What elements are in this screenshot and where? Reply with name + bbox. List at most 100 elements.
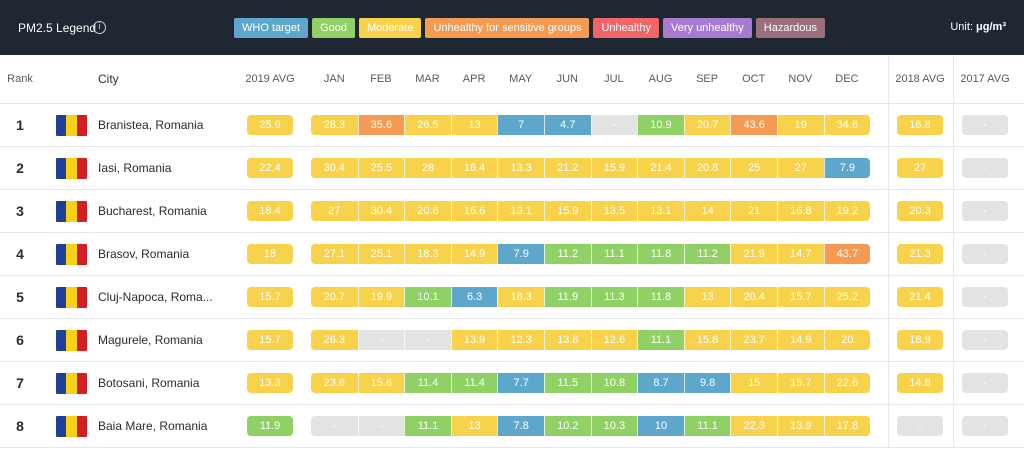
month-value: 13 (683, 287, 731, 307)
header-month[interactable]: JAN (323, 73, 345, 85)
table-row[interactable]: 7 Botosani, Romania 13.3 23.8 15.6 11.4 11.4 7.… (0, 362, 1024, 405)
month-value: 18.3 (497, 287, 544, 307)
monthly-values: 30.4 25.5 28 16.4 13.3 21.2 15.9 21.4 20.8 25 27 7.… (311, 158, 871, 178)
month-value: 7.7 (497, 373, 544, 393)
header-month[interactable]: APR (462, 73, 486, 85)
month-value: 11.9 (544, 287, 591, 307)
month-value: 16.4 (450, 158, 498, 178)
table-row[interactable]: 2 Iasi, Romania 22.4 30.4 25.5 28 16.4 13.3 21.2… (0, 147, 1024, 190)
avg-2018-value: - (897, 416, 943, 436)
month-value: 27 (311, 201, 358, 221)
month-value: 11.8 (637, 287, 684, 307)
romania-flag-icon (56, 287, 87, 308)
month-value: 26.3 (311, 330, 358, 350)
legend-chip: Unhealthy (593, 18, 659, 38)
header-month[interactable]: NOV (788, 73, 813, 85)
header-month[interactable]: SEP (696, 73, 719, 85)
avg-2018-value: 16.8 (897, 115, 943, 135)
table-row[interactable]: 8 Baia Mare, Romania 11.9- -11.1 13 7.8 10.2 10… (0, 405, 1024, 448)
month-value: 22.6 (823, 373, 871, 393)
header-month[interactable]: AUG (648, 73, 673, 85)
table-row[interactable]: 1 Branistea, Romania 25.9 28.3 35.6 26.5 13 7 4.… (0, 104, 1024, 147)
avg-2019-value: 13.3 (247, 373, 293, 393)
header-month[interactable]: JUL (604, 73, 624, 85)
month-value: 25.2 (823, 287, 871, 307)
table-row[interactable]: 3 Bucharest, Romania 18.4 27 30.4 20.8 16.6 13.… (0, 190, 1024, 233)
month-value: 14.7 (777, 244, 824, 264)
avg-2017-value: - (962, 201, 1008, 221)
column-divider (888, 104, 889, 146)
month-value: 10.3 (590, 416, 638, 436)
table-row[interactable]: 6 Magurele, Romania 15.7 26.3- -13.9 12.3 13.8… (0, 319, 1024, 362)
legend-chip: Unhealthy for sensitive groups (425, 18, 590, 38)
header-month[interactable]: FEB (370, 73, 392, 85)
column-divider (888, 319, 889, 361)
month-value: 27 (777, 158, 824, 178)
city-link[interactable]: Baia Mare, Romania (98, 419, 208, 433)
month-value: 11.5 (544, 373, 591, 393)
column-divider (888, 147, 889, 189)
avg-2017-value: - (962, 373, 1008, 393)
column-divider (953, 362, 954, 404)
avg-2019-value: 22.4 (247, 158, 293, 178)
city-link[interactable]: Bucharest, Romania (98, 204, 207, 218)
ranking-table: Rank City 2019 AVG JAN FEB MAR APR MAY JUN JUL AUG… (0, 55, 1024, 448)
header-2019-avg[interactable]: 2019 AVG (245, 73, 295, 85)
avg-2019-value: 18.4 (247, 201, 293, 221)
header-rank[interactable]: Rank (7, 73, 33, 85)
monthly-values: 27.1 25.1 18.3 14.9 7.9 11.2 11.1 11.8 11.2 21.9 1… (311, 244, 871, 264)
rank-number: 2 (16, 160, 24, 176)
legend-chip: WHO target (234, 18, 309, 38)
city-link[interactable]: Magurele, Romania (98, 333, 203, 347)
month-value: 25.5 (357, 158, 405, 178)
avg-2019-value: 25.9 (247, 115, 293, 135)
month-value: 16.6 (450, 201, 498, 221)
column-divider (888, 405, 889, 447)
avg-2017-value: - (962, 244, 1008, 264)
column-divider (953, 190, 954, 232)
month-value: 19 (777, 115, 824, 135)
month-value: 15.7 (777, 373, 824, 393)
header-city[interactable]: City (98, 72, 119, 86)
header-month[interactable]: MAR (415, 73, 440, 85)
month-value: 15.8 (683, 330, 731, 350)
month-value: 11.4 (450, 373, 498, 393)
header-month[interactable]: MAY (509, 73, 533, 85)
month-value: 17.8 (823, 416, 871, 436)
month-value: 43.6 (730, 115, 777, 135)
month-value: 11.2 (544, 244, 591, 264)
header-month[interactable]: JUN (556, 73, 578, 85)
month-value: - (590, 115, 638, 135)
month-value: 43.7 (823, 244, 871, 264)
table-row[interactable]: 4 Brasov, Romania 18 27.1 25.1 18.3 14.9 7.9 11.… (0, 233, 1024, 276)
header-month[interactable]: OCT (742, 73, 766, 85)
month-value: 20.8 (683, 158, 731, 178)
month-value: - (404, 330, 451, 350)
column-divider (953, 104, 954, 146)
city-link[interactable]: Iasi, Romania (98, 161, 172, 175)
month-value: 13.1 (497, 201, 544, 221)
month-value: 4.7 (544, 115, 591, 135)
info-icon[interactable]: i (93, 21, 106, 34)
city-link[interactable]: Botosani, Romania (98, 376, 200, 390)
city-link[interactable]: Branistea, Romania (98, 118, 204, 132)
month-value: 30.4 (357, 201, 405, 221)
monthly-values: 23.8 15.6 11.4 11.4 7.7 11.5 10.8 8.7 9.8 15 15.7 2… (311, 373, 871, 393)
table-row[interactable]: 5 Cluj-Napoca, Roma... 15.7 20.7 19.9 10.1 6.3… (0, 276, 1024, 319)
header-2017-avg[interactable]: 2017 AVG (960, 73, 1010, 85)
month-value: 11.8 (637, 244, 684, 264)
month-value: 11.1 (637, 330, 684, 350)
romania-flag-icon (56, 416, 87, 437)
month-value: 11.1 (683, 416, 731, 436)
city-link[interactable]: Cluj-Napoca, Roma... (98, 290, 213, 304)
header-month[interactable]: DEC (835, 73, 859, 85)
month-value: 9.8 (683, 373, 731, 393)
avg-2019-value: 15.7 (247, 330, 293, 350)
monthly-values: 20.7 19.9 10.1 6.3 18.3 11.9 11.3 11.8 13 20.4 15.… (311, 287, 871, 307)
avg-2017-value: - (962, 115, 1008, 135)
city-link[interactable]: Brasov, Romania (98, 247, 190, 261)
header-2018-avg[interactable]: 2018 AVG (895, 73, 945, 85)
month-value: 13.8 (544, 330, 591, 350)
month-value: 35.6 (357, 115, 405, 135)
month-value: 12.6 (590, 330, 638, 350)
